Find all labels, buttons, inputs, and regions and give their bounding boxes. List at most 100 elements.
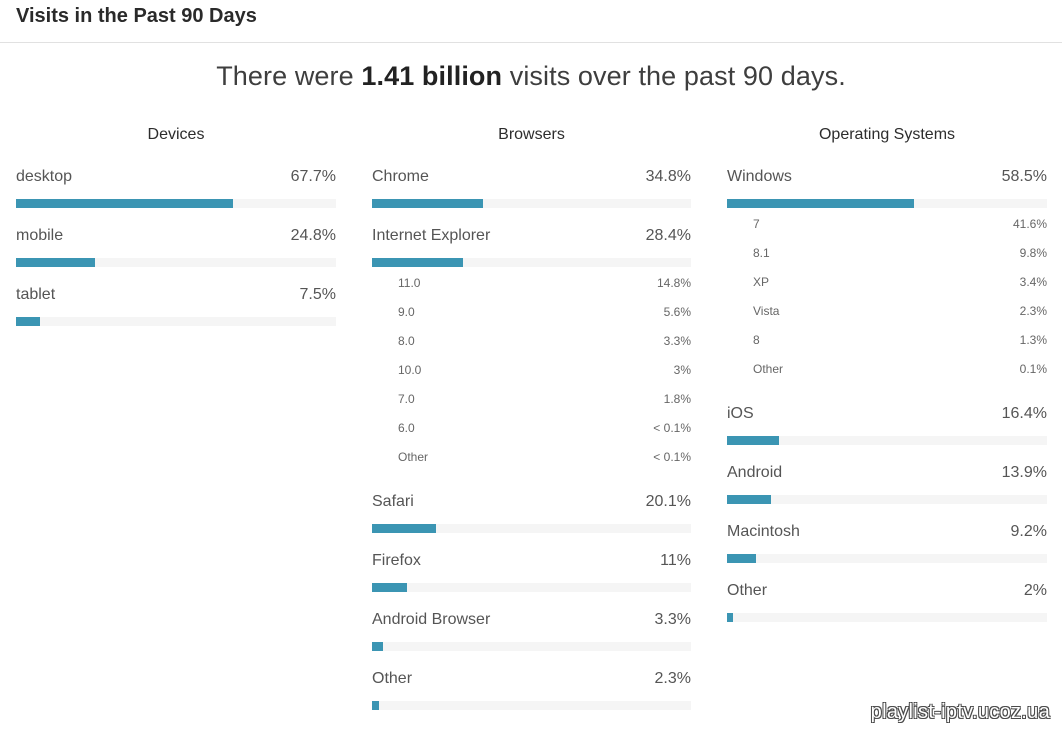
bar-value-label: 34.8% — [645, 168, 691, 185]
devices-panel: Devices desktop 67.7% mobile 24.8% tablet 7.5… — [16, 126, 336, 345]
bar-value-label: 7.5% — [299, 286, 336, 303]
sub-breakdown-item: 10.0 3% — [372, 363, 691, 392]
bar — [727, 199, 915, 208]
bar-entry: Android 13.9% — [727, 464, 1047, 523]
devices-title: Devices — [147, 126, 205, 143]
sub-label: XP — [753, 275, 770, 289]
sub-breakdown-item: 8.0 3.3% — [372, 334, 691, 363]
bar-track — [372, 701, 691, 710]
sub-label: 10.0 — [398, 363, 422, 377]
sub-breakdown-item: Vista 2.3% — [727, 304, 1047, 333]
sub-breakdown-item: 8.1 9.8% — [727, 246, 1047, 275]
bar-value-label: 67.7% — [290, 168, 336, 185]
bar-label: tablet — [16, 286, 56, 303]
bar — [16, 317, 40, 326]
bar — [372, 258, 463, 267]
watermark: playlist-iptv.ucoz.ua — [870, 701, 1050, 723]
bar-track — [372, 524, 691, 533]
sub-breakdown-item: 7 41.6% — [727, 217, 1047, 246]
os-entries: Windows 58.5% 7 41.6% 8.1 9.8% XP 3.4% Vista 2.3%… — [727, 168, 1047, 641]
bar-value-label: 13.9% — [1001, 464, 1047, 481]
sub-label: 7.0 — [398, 392, 415, 406]
bar-track — [16, 199, 336, 208]
visits-summary: There were 1.41 billion visits over the … — [0, 61, 1062, 92]
os-panel: Operating Systems Windows 58.5% 7 41.6% 8.1 9… — [727, 126, 1047, 641]
bar-entry-row: Windows 58.5% — [727, 168, 1047, 190]
bar-label: mobile — [16, 227, 64, 244]
bar-track — [727, 199, 1047, 208]
bar-value-label: 2% — [1023, 582, 1047, 599]
bar-entry-row: Other 2% — [727, 582, 1047, 604]
sub-breakdown-item: Other 0.1% — [727, 362, 1047, 391]
bar-track — [16, 317, 336, 326]
sub-label: 8 — [753, 333, 760, 347]
bar-entry: Windows 58.5% 7 41.6% 8.1 9.8% XP 3.4% Vista 2.3%… — [727, 168, 1047, 405]
bar-entry-row: mobile 24.8% — [16, 227, 336, 249]
bar-value-label: 24.8% — [290, 227, 336, 244]
bar-track — [372, 258, 691, 267]
sub-breakdown-item: XP 3.4% — [727, 275, 1047, 304]
browsers-title: Browsers — [498, 126, 565, 143]
bar — [727, 554, 757, 563]
bar — [372, 199, 483, 208]
sub-label: Other — [398, 450, 429, 464]
bar-track — [372, 199, 691, 208]
sub-label: 9.0 — [398, 305, 415, 319]
bar — [372, 701, 380, 710]
bar-entry-row: Firefox 11% — [372, 552, 691, 574]
sub-value-label: 5.6% — [663, 305, 691, 319]
bar-entry: desktop 67.7% — [16, 168, 336, 227]
bar — [372, 642, 383, 651]
bar-entry: Safari 20.1% — [372, 493, 691, 552]
bar-track — [727, 436, 1047, 445]
bar-entry-row: Other 2.3% — [372, 670, 691, 692]
sub-value-label: 3% — [673, 363, 691, 377]
bar-entry: iOS 16.4% — [727, 405, 1047, 464]
sub-value-label: 1.3% — [1019, 333, 1047, 347]
bar-label: Internet Explorer — [372, 227, 491, 244]
sub-label: 7 — [753, 217, 760, 231]
bar-track — [16, 258, 336, 267]
sub-breakdown-item: 11.0 14.8% — [372, 276, 691, 305]
bar-label: Safari — [372, 493, 414, 510]
bar-value-label: 28.4% — [645, 227, 691, 244]
bar-label: Windows — [727, 168, 792, 185]
bar-value-label: 16.4% — [1001, 405, 1047, 422]
bar — [727, 436, 780, 445]
bar-track — [372, 642, 691, 651]
bar-value-label: 11% — [660, 552, 691, 569]
sub-label: 8.1 — [753, 246, 770, 260]
bar-value-label: 3.3% — [654, 611, 691, 628]
sub-breakdown-item: 6.0 < 0.1% — [372, 421, 691, 450]
bar — [727, 495, 772, 504]
bar-track — [727, 495, 1047, 504]
bar-entry-row: Internet Explorer 28.4% — [372, 227, 691, 249]
sub-breakdown-item: 8 1.3% — [727, 333, 1047, 362]
sub-value-label: < 0.1% — [653, 450, 691, 464]
sub-value-label: 1.8% — [663, 392, 691, 406]
bar-entry: tablet 7.5% — [16, 286, 336, 345]
bar-entry: Chrome 34.8% — [372, 168, 691, 227]
bar-value-label: 58.5% — [1001, 168, 1047, 185]
bar-entry: mobile 24.8% — [16, 227, 336, 286]
bar-label: Android Browser — [372, 611, 491, 628]
bar — [727, 613, 734, 622]
page-title: Visits in the Past 90 Days — [16, 5, 257, 27]
bar-track — [727, 554, 1047, 563]
bar-label: Chrome — [372, 168, 429, 185]
bar-label: Other — [372, 670, 413, 687]
sub-value-label: 41.6% — [1012, 217, 1047, 231]
sub-label: 6.0 — [398, 421, 415, 435]
bar-label: iOS — [727, 405, 754, 422]
sub-breakdown-item: 9.0 5.6% — [372, 305, 691, 334]
bar-track — [372, 583, 691, 592]
bar-entry-row: Android 13.9% — [727, 464, 1047, 486]
sub-value-label: < 0.1% — [653, 421, 691, 435]
sub-label: Other — [753, 362, 784, 376]
bar-entry: Other 2.3% — [372, 670, 691, 729]
devices-entries: desktop 67.7% mobile 24.8% tablet 7.5% — [16, 168, 336, 345]
bar-entry-row: Android Browser 3.3% — [372, 611, 691, 633]
bar-entry: Android Browser 3.3% — [372, 611, 691, 670]
bar-track — [727, 613, 1047, 622]
bar — [16, 258, 96, 267]
